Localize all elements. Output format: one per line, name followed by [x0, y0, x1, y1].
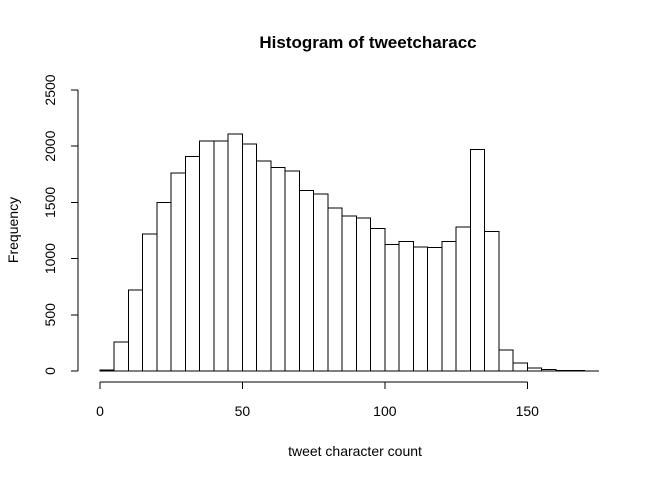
histogram-bar-65-70 [284, 170, 300, 372]
histogram-bar-160-165 [555, 369, 571, 372]
histogram-bar-15-20 [142, 233, 158, 372]
bars-group [99, 133, 600, 372]
x-tick-label: 0 [96, 403, 104, 419]
histogram-bar-115-120 [427, 246, 443, 372]
histogram-bar-105-110 [398, 241, 414, 372]
histogram-bar-110-115 [412, 246, 429, 372]
histogram-bar-150-155 [526, 367, 543, 372]
histogram-bar-25-30 [170, 172, 186, 372]
histogram-bar-140-145 [498, 349, 514, 372]
x-tick-label: 50 [235, 403, 251, 419]
histogram-bar-35-40 [199, 140, 215, 372]
histogram-bar-10-15 [127, 289, 144, 372]
y-tick-label: 1500 [42, 187, 58, 218]
histogram-bar-90-95 [355, 217, 372, 372]
histogram-bar-60-65 [270, 167, 286, 372]
histogram-bar-135-140 [484, 231, 500, 372]
x-axis-label: tweet character count [288, 443, 422, 459]
histogram-bar-130-135 [469, 149, 486, 372]
x-tick-label: 150 [516, 403, 540, 419]
y-tick-label: 0 [42, 367, 58, 375]
histogram-bar-40-45 [213, 140, 229, 372]
histogram-bar-70-75 [298, 190, 315, 372]
histogram-bar-155-160 [541, 368, 557, 372]
histogram-bar-85-90 [341, 215, 357, 372]
x-tick-label: 100 [373, 403, 397, 419]
histogram-bar-95-100 [370, 227, 386, 372]
y-axis-label: Frequency [5, 197, 21, 263]
histogram-bar-0-5 [99, 369, 115, 372]
y-tick-label: 1000 [42, 243, 58, 274]
histogram-bar-20-25 [156, 201, 172, 372]
histogram-bar-80-85 [327, 207, 343, 372]
histogram-bar-30-35 [184, 155, 201, 372]
histogram-bar-145-150 [512, 362, 528, 372]
y-tick-label: 2500 [42, 74, 58, 105]
histogram-bar-100-105 [384, 244, 400, 372]
x-axis: 0 50 100 150 [96, 381, 540, 419]
y-axis: 0 500 1000 1500 2000 2500 [42, 74, 79, 375]
histogram-bar-5-10 [113, 341, 129, 372]
chart-title: Histogram of tweetcharacc [259, 33, 476, 52]
histogram-bar-75-80 [313, 193, 329, 372]
histogram-bar-55-60 [256, 160, 272, 372]
y-tick-label: 500 [42, 303, 58, 327]
y-tick-label: 2000 [42, 130, 58, 161]
histogram-bar-45-50 [227, 133, 243, 372]
histogram-bar-50-55 [241, 143, 258, 372]
histogram-bar-125-130 [455, 226, 471, 372]
histogram-bar-120-125 [441, 241, 457, 372]
